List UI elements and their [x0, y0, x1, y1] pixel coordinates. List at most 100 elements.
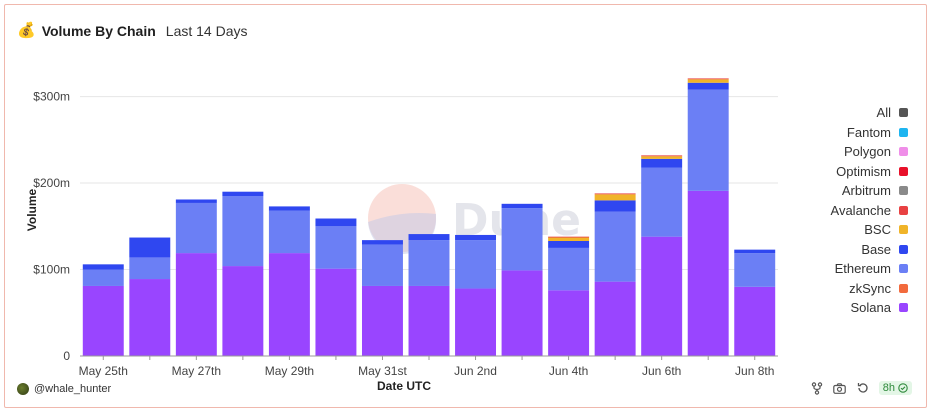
- x-axis-title: Date UTC: [377, 379, 431, 393]
- refresh-age-label: 8h: [882, 382, 895, 394]
- bar-ethereum: [455, 240, 497, 289]
- legend-swatch: [899, 108, 908, 118]
- bar-solana: [594, 281, 636, 356]
- bar-solana: [455, 288, 497, 356]
- legend-label: Optimism: [836, 163, 891, 179]
- bar-solana: [548, 290, 590, 356]
- x-tick-label: Jun 2nd: [454, 364, 497, 378]
- legend-label: Arbitrum: [841, 183, 891, 199]
- bar-ethereum: [129, 257, 171, 280]
- legend-label: Polygon: [844, 144, 891, 160]
- bar-base: [361, 240, 403, 245]
- bar-ethereum: [548, 247, 590, 291]
- legend-label: zkSync: [849, 280, 891, 296]
- bar-solana: [687, 190, 729, 356]
- refresh-icon[interactable]: [856, 381, 870, 395]
- bar-solana: [222, 266, 264, 356]
- avatar: [17, 383, 29, 395]
- bar-avalanche: [641, 155, 683, 157]
- bar-base: [315, 218, 357, 227]
- bar-base: [501, 203, 543, 209]
- legend-swatch: [899, 127, 908, 137]
- bar-base: [594, 200, 636, 212]
- bar-solana: [408, 285, 450, 356]
- author-credit[interactable]: @whale_hunter: [17, 383, 111, 395]
- x-tick-label: May 27th: [172, 364, 221, 378]
- legend-label: Base: [861, 241, 891, 257]
- legend-item-bsc[interactable]: BSC: [831, 220, 908, 240]
- x-tick-label: May 31st: [358, 364, 407, 378]
- legend-item-base[interactable]: Base: [831, 240, 908, 260]
- legend-item-fantom[interactable]: Fantom: [831, 123, 908, 143]
- bar-solana: [361, 285, 403, 356]
- bar-ethereum: [734, 253, 776, 287]
- legend-item-avalanche[interactable]: Avalanche: [831, 201, 908, 221]
- check-circle-icon: [898, 383, 908, 393]
- chart-legend: All Fantom Polygon Optimism Arbitrum Avalanch…: [831, 103, 908, 318]
- footer-toolbar: 8h: [810, 381, 912, 395]
- bar-base: [687, 82, 729, 90]
- legend-swatch: [899, 303, 908, 313]
- bar-solana: [82, 285, 124, 356]
- bar-bsc: [594, 194, 636, 201]
- refresh-age-badge[interactable]: 8h: [878, 381, 912, 395]
- bar-base: [82, 264, 124, 270]
- y-tick-label: $200m: [33, 176, 70, 190]
- legend-label: Fantom: [846, 124, 891, 140]
- x-tick-label: May 25th: [79, 364, 128, 378]
- bar-bsc: [641, 156, 683, 159]
- legend-swatch: [899, 186, 908, 196]
- bar-ethereum: [82, 269, 124, 286]
- bar-base: [268, 206, 310, 211]
- legend-label: All: [876, 105, 891, 121]
- bar-ethereum: [408, 240, 450, 286]
- bar-base: [408, 234, 450, 241]
- bar-avalanche: [687, 78, 729, 80]
- y-tick-label: $100m: [33, 263, 70, 277]
- bar-solana: [501, 270, 543, 356]
- bar-avalanche: [594, 193, 636, 195]
- legend-item-solana[interactable]: Solana: [831, 298, 908, 318]
- bar-ethereum: [222, 196, 264, 267]
- x-tick-label: Jun 6th: [642, 364, 681, 378]
- money-bag-icon: 💰: [17, 22, 36, 39]
- chart-header: 💰 Volume By Chain Last 14 Days: [17, 22, 248, 40]
- legend-swatch: [899, 225, 908, 235]
- x-tick-label: May 29th: [265, 364, 314, 378]
- legend-item-polygon[interactable]: Polygon: [831, 142, 908, 162]
- y-tick-label: $300m: [33, 90, 70, 104]
- bar-solana: [734, 286, 776, 356]
- bar-base: [129, 237, 171, 258]
- legend-item-all[interactable]: All: [831, 103, 908, 123]
- legend-item-optimism[interactable]: Optimism: [831, 162, 908, 182]
- legend-swatch: [899, 205, 908, 215]
- legend-label: BSC: [864, 222, 891, 238]
- bar-ethereum: [641, 167, 683, 237]
- y-axis-title: Volume: [25, 188, 39, 231]
- bar-solana: [315, 268, 357, 356]
- y-tick-label: 0: [63, 349, 70, 363]
- camera-icon[interactable]: [833, 381, 847, 395]
- author-name[interactable]: @whale_hunter: [34, 383, 112, 395]
- chart-subtitle: Last 14 Days: [165, 23, 248, 39]
- legend-swatch: [899, 166, 908, 176]
- bar-bsc: [687, 79, 729, 83]
- legend-swatch: [899, 147, 908, 157]
- bar-base: [734, 249, 776, 254]
- bar-solana: [268, 253, 310, 356]
- legend-label: Solana: [850, 300, 891, 316]
- bar-solana: [175, 253, 217, 356]
- x-tick-label: Jun 8th: [735, 364, 774, 378]
- fork-icon[interactable]: [810, 381, 824, 395]
- bar-ethereum: [687, 89, 729, 191]
- bar-ethereum: [501, 208, 543, 271]
- legend-item-zksync[interactable]: zkSync: [831, 279, 908, 299]
- bar-base: [222, 191, 264, 197]
- legend-item-ethereum[interactable]: Ethereum: [831, 259, 908, 279]
- bar-base: [548, 240, 590, 248]
- legend-item-arbitrum[interactable]: Arbitrum: [831, 181, 908, 201]
- x-tick-label: Jun 4th: [549, 364, 588, 378]
- bar-ethereum: [268, 210, 310, 254]
- legend-swatch: [899, 264, 908, 274]
